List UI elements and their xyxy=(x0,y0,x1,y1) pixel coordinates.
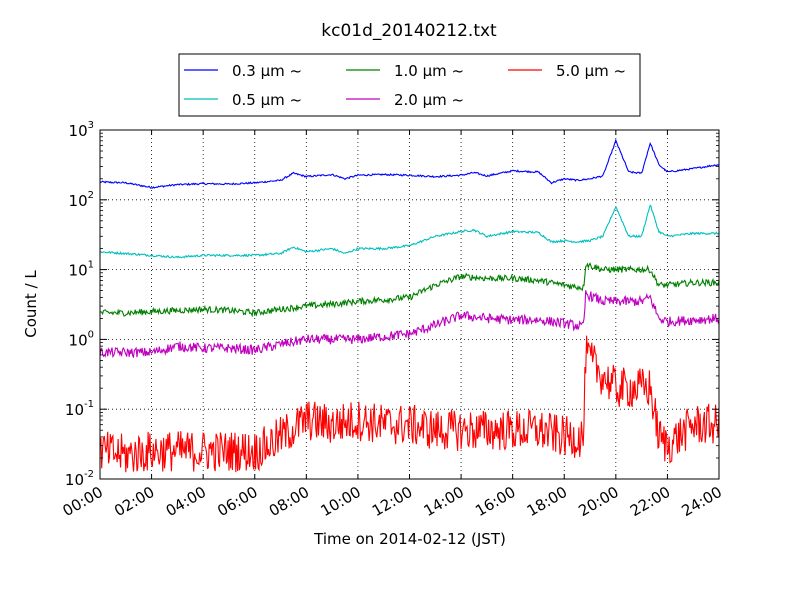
legend-entry: 2.0 μm ~ xyxy=(346,91,464,109)
series-line-3 xyxy=(99,290,720,359)
x-tick-label: 12:00 xyxy=(369,483,415,520)
legend-label: 1.0 μm ~ xyxy=(394,62,464,80)
y-axis-label: Count / L xyxy=(22,270,40,338)
series-line-2 xyxy=(99,262,720,318)
y-tick-label: 102 xyxy=(69,190,94,210)
x-tick-label: 10:00 xyxy=(317,483,363,520)
y-tick-label: 100 xyxy=(69,329,94,349)
x-tick-label: 18:00 xyxy=(524,483,570,520)
y-tick-label: 101 xyxy=(69,260,94,280)
x-tick-label: 22:00 xyxy=(627,483,673,520)
x-tick-label: 24:00 xyxy=(679,483,725,520)
legend: 0.3 μm ~ 0.5 μm ~ 1.0 μm ~ 2.0 μm ~ 5.0 μm ~ xyxy=(178,53,641,117)
legend-entry: 0.3 μm ~ xyxy=(184,62,302,80)
legend-entry: 1.0 μm ~ xyxy=(346,62,464,80)
legend-entry: 5.0 μm ~ xyxy=(508,62,626,80)
legend-label: 2.0 μm ~ xyxy=(394,91,464,109)
legend-label: 0.3 μm ~ xyxy=(232,62,302,80)
series-line-1 xyxy=(99,204,720,259)
x-tick-label: 14:00 xyxy=(421,483,467,520)
x-tick-label: 20:00 xyxy=(575,483,621,520)
x-tick-label: 08:00 xyxy=(266,483,312,520)
axes-frame xyxy=(99,129,720,480)
chart-title: kc01d_20140212.txt xyxy=(321,21,497,41)
x-axis-label: Time on 2014-02-12 (JST) xyxy=(313,530,506,548)
y-tick-label: 103 xyxy=(69,120,94,140)
series-line-0 xyxy=(99,138,720,189)
x-tick-label: 06:00 xyxy=(214,483,260,520)
series-layer xyxy=(99,138,720,473)
x-tick-label: 16:00 xyxy=(472,483,518,520)
legend-entry: 0.5 μm ~ xyxy=(184,91,302,109)
legend-frame xyxy=(178,53,641,117)
legend-label: 0.5 μm ~ xyxy=(232,91,302,109)
legend-label: 5.0 μm ~ xyxy=(556,62,626,80)
series-line-4 xyxy=(99,335,720,473)
y-tick-label: 10-1 xyxy=(65,399,94,419)
x-tick-label: 02:00 xyxy=(111,483,157,520)
x-tick-label: 04:00 xyxy=(163,483,209,520)
